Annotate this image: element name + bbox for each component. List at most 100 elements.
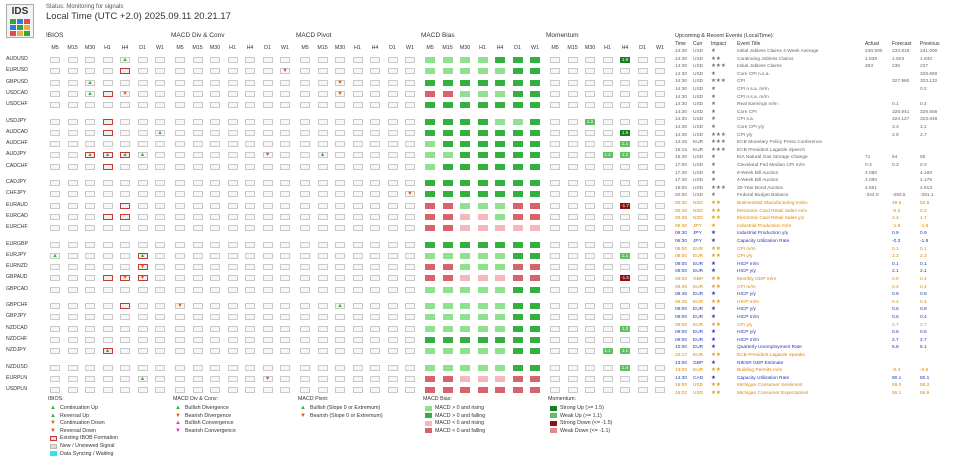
macd-div-cell[interactable] (210, 163, 220, 170)
ibios-cell[interactable] (102, 286, 113, 293)
ibios-cell[interactable] (155, 68, 165, 75)
momentum-cell[interactable] (637, 79, 648, 86)
macd-pivot-cell[interactable] (352, 191, 363, 198)
macd-div-cell[interactable] (245, 68, 255, 75)
macd-div-cell[interactable] (210, 264, 220, 271)
momentum-cell[interactable] (567, 348, 578, 355)
momentum-cell[interactable] (585, 79, 595, 86)
macd-bias-cell[interactable] (530, 213, 540, 220)
macd-div-cell[interactable] (192, 152, 203, 159)
macd-bias-cell[interactable] (425, 57, 435, 63)
macd-bias-cell[interactable] (460, 241, 470, 248)
macd-bias-cell[interactable] (530, 364, 540, 371)
ibios-cell[interactable] (102, 264, 113, 271)
macd-div-cell[interactable] (227, 102, 238, 109)
momentum-cell[interactable] (620, 387, 630, 394)
macd-div-cell[interactable] (262, 129, 273, 136)
macd-bias-cell[interactable] (512, 79, 523, 86)
macd-bias-cell[interactable] (477, 241, 488, 248)
ibios-cell[interactable] (120, 336, 130, 343)
macd-pivot-cell[interactable] (352, 118, 363, 125)
momentum-cell[interactable] (620, 286, 630, 293)
momentum-cell[interactable] (567, 118, 578, 125)
pair-label[interactable]: EURJPY (6, 251, 27, 258)
macd-pivot-cell[interactable] (335, 252, 345, 259)
macd-bias-cell[interactable] (442, 68, 453, 75)
momentum-cell[interactable] (550, 325, 560, 332)
momentum-cell[interactable] (567, 191, 578, 198)
macd-div-cell[interactable] (175, 163, 185, 170)
macd-bias-cell[interactable] (477, 129, 488, 136)
macd-div-cell[interactable] (280, 152, 290, 159)
macd-div-cell[interactable] (210, 102, 220, 109)
momentum-cell[interactable] (550, 152, 560, 159)
macd-bias-cell[interactable] (425, 90, 435, 97)
macd-bias-cell[interactable] (512, 202, 523, 209)
momentum-cell[interactable] (655, 241, 665, 248)
macd-bias-cell[interactable] (460, 252, 470, 259)
ibios-cell[interactable] (50, 57, 60, 63)
ibios-cell[interactable] (155, 375, 165, 382)
macd-pivot-cell[interactable] (405, 202, 415, 209)
momentum-cell[interactable] (585, 180, 595, 186)
momentum-cell[interactable] (655, 275, 665, 282)
momentum-cell[interactable] (550, 118, 560, 125)
momentum-cell[interactable] (550, 213, 560, 220)
ibios-cell[interactable] (67, 180, 78, 186)
macd-pivot-cell[interactable] (317, 90, 328, 97)
event-row[interactable]: 09:00 EUR ★ HICP m/m 2.7 2.7 (675, 337, 960, 344)
event-row[interactable]: 16:15 EUR ★★★ ECB President Lagarde Speech (675, 147, 960, 154)
event-row[interactable]: 08:00 EUR ★★ CPI y/y 2.2 2.2 (675, 253, 960, 260)
ibios-cell[interactable]: ▲ (120, 57, 130, 63)
momentum-cell[interactable] (550, 79, 560, 86)
ibios-cell[interactable] (102, 213, 113, 220)
macd-div-cell[interactable] (192, 141, 203, 148)
momentum-cell[interactable] (585, 314, 595, 321)
macd-bias-cell[interactable] (460, 225, 470, 232)
macd-div-cell[interactable] (192, 325, 203, 332)
momentum-cell[interactable] (655, 79, 665, 86)
momentum-cell[interactable] (620, 336, 630, 343)
momentum-cell[interactable] (585, 163, 595, 170)
macd-bias-cell[interactable] (460, 68, 470, 75)
momentum-cell[interactable]: 1.1 (620, 348, 630, 355)
macd-bias-cell[interactable] (442, 286, 453, 293)
macd-bias-cell[interactable] (477, 275, 488, 282)
macd-bias-cell[interactable] (495, 364, 505, 371)
event-row[interactable]: 06:30 JPY ★ Capacity Utilization Rate -0.3 -1… (675, 238, 960, 245)
macd-pivot-cell[interactable] (317, 303, 328, 309)
event-row[interactable]: 14:30 USD ★★★ CPI 327.960 323.132 (675, 78, 960, 85)
macd-pivot-cell[interactable] (370, 152, 380, 159)
macd-bias-cell[interactable] (477, 79, 488, 86)
event-row[interactable]: 08:45 EUR ★★ CPI m/m 0.4 0.4 (675, 284, 960, 291)
ibios-cell[interactable] (85, 57, 95, 63)
macd-div-cell[interactable] (245, 213, 255, 220)
macd-bias-cell[interactable] (477, 286, 488, 293)
macd-pivot-cell[interactable] (335, 68, 345, 75)
macd-pivot-cell[interactable] (335, 180, 345, 186)
event-row[interactable]: 08:00 EUR ★★ CPI m/m 0.1 0.1 (675, 246, 960, 253)
macd-pivot-cell[interactable] (387, 286, 398, 293)
macd-pivot-cell[interactable] (300, 118, 310, 125)
momentum-cell[interactable] (620, 314, 630, 321)
macd-bias-cell[interactable] (477, 348, 488, 355)
ibios-cell[interactable] (102, 364, 113, 371)
momentum-cell[interactable] (567, 90, 578, 97)
event-row[interactable]: 19:00 USD ★★★ 30-Year Bond Auction 4.651 4.81… (675, 185, 960, 192)
ibios-cell[interactable] (120, 252, 130, 259)
ibios-cell[interactable] (50, 225, 60, 232)
macd-pivot-cell[interactable] (335, 348, 345, 355)
macd-bias-cell[interactable] (425, 336, 435, 343)
macd-pivot-cell[interactable] (335, 152, 345, 159)
macd-div-cell[interactable] (227, 387, 238, 394)
macd-pivot-cell[interactable] (352, 303, 363, 309)
macd-bias-cell[interactable] (425, 163, 435, 170)
macd-pivot-cell[interactable] (317, 252, 328, 259)
macd-pivot-cell[interactable] (317, 225, 328, 232)
macd-div-cell[interactable] (262, 348, 273, 355)
ibios-cell[interactable] (137, 180, 148, 186)
event-row[interactable]: 08:45 EUR ★ HICP y/y 0.9 0.8 (675, 291, 960, 298)
pair-label[interactable]: EURPLN (6, 374, 28, 381)
event-row[interactable]: 14:30 USD ★ Core CPI 328.941 328.656 (675, 109, 960, 116)
macd-div-cell[interactable] (210, 90, 220, 97)
